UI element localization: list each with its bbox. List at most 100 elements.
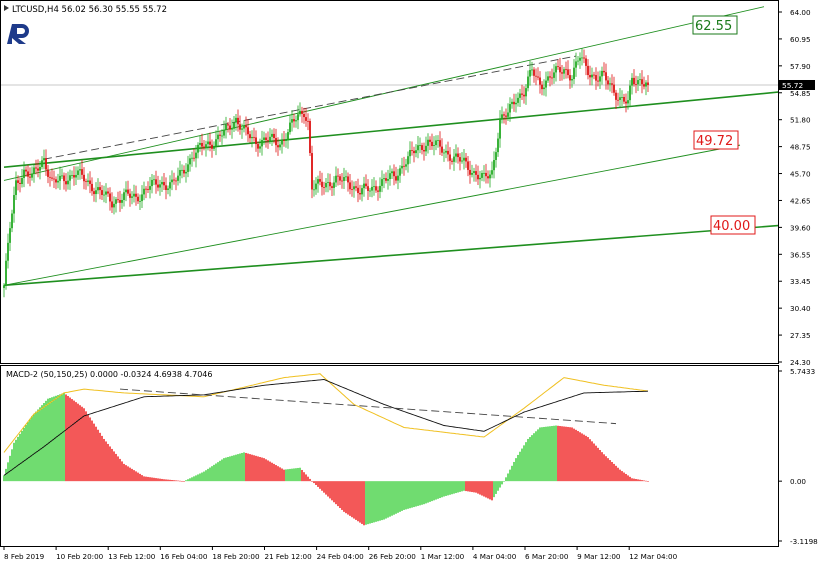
- macd-histogram-bar: [287, 469, 289, 482]
- macd-histogram-bar: [391, 481, 393, 516]
- macd-histogram-bar: [509, 469, 511, 482]
- candle-body: [129, 193, 131, 198]
- candle-body: [123, 192, 125, 200]
- candle-body: [645, 82, 647, 87]
- candle-body: [449, 154, 451, 161]
- macd-histogram-bar: [429, 481, 431, 502]
- macd-main-line: [3, 379, 649, 476]
- candle-body: [93, 191, 95, 195]
- macd-histogram-bar: [47, 398, 49, 482]
- candle-body: [261, 139, 263, 147]
- macd-histogram-bar: [95, 426, 97, 482]
- macd-histogram-bar: [275, 465, 277, 482]
- candle-body: [335, 175, 337, 183]
- candle-body: [541, 84, 543, 90]
- macd-histogram-bar: [295, 468, 297, 482]
- candle-body: [337, 175, 339, 177]
- candle-body: [41, 160, 43, 167]
- macd-histogram-bar: [389, 481, 391, 517]
- candle-body: [521, 93, 523, 95]
- macd-histogram-bar: [581, 433, 583, 482]
- candle-body: [65, 181, 67, 185]
- x-tick-label: 1 Mar 12:00: [421, 552, 465, 561]
- candle-body: [241, 128, 243, 130]
- symbol-info: LTCUSD,H4 56.02 56.30 55.55 55.72: [12, 5, 167, 15]
- macd-histogram-bar: [265, 459, 267, 482]
- candle-body: [493, 159, 495, 171]
- candle-body: [505, 115, 507, 117]
- candle-body: [385, 178, 387, 181]
- candle-body: [349, 182, 351, 190]
- macd-y-tick-label: -3.1198: [790, 537, 818, 546]
- macd-histogram-bar: [409, 481, 411, 509]
- macd-histogram-bar: [89, 417, 91, 482]
- macd-histogram-bar: [515, 458, 517, 482]
- macd-histogram-bar: [339, 481, 341, 509]
- macd-histogram-bar: [193, 476, 195, 482]
- candle-body: [557, 66, 559, 68]
- price-level-box: [693, 130, 739, 150]
- macd-histogram-bar: [385, 481, 387, 519]
- candle-body: [191, 157, 193, 159]
- candle-body: [61, 175, 63, 177]
- symbol-arrow-icon[interactable]: [4, 5, 9, 11]
- candle-body: [165, 185, 167, 190]
- macd-histogram-bar: [321, 481, 323, 491]
- candle-body: [435, 140, 437, 146]
- candle-body: [403, 165, 405, 167]
- macd-histogram-bar: [145, 476, 147, 482]
- macd-histogram-bar: [569, 427, 571, 482]
- macd-histogram-bar: [241, 452, 243, 482]
- candle-body: [113, 203, 115, 208]
- y-tick-label: 54.85: [790, 89, 811, 98]
- candle-body: [137, 196, 139, 202]
- macd-histogram-bar: [531, 435, 533, 482]
- candle-body: [269, 136, 271, 141]
- candle-body: [17, 180, 19, 183]
- macd-histogram-bar: [605, 456, 607, 482]
- macd-histogram-bar: [575, 429, 577, 482]
- macd-histogram-bar: [117, 456, 119, 482]
- candle-body: [107, 191, 109, 194]
- candle-body: [595, 75, 597, 81]
- macd-histogram-bar: [261, 457, 263, 482]
- candle-body: [565, 69, 567, 71]
- macd-histogram-bar: [513, 461, 515, 482]
- candle-body: [159, 184, 161, 188]
- macd-histogram-bar: [13, 442, 15, 482]
- candle-body: [635, 84, 637, 85]
- candle-body: [43, 158, 45, 161]
- candle-body: [319, 179, 321, 182]
- candle-body: [215, 139, 217, 147]
- x-tick-label: 6 Mar 20:00: [525, 552, 569, 561]
- macd-histogram-bar: [23, 427, 25, 482]
- candle-body: [447, 150, 449, 155]
- x-tick-label: 13 Feb 12:00: [108, 552, 156, 561]
- macd-histogram-bar: [535, 431, 537, 482]
- price-level-label: 62.55: [695, 19, 732, 34]
- candle-body: [291, 119, 293, 123]
- macd-histogram-bar: [255, 455, 257, 482]
- candle-body: [131, 196, 133, 198]
- candle-body: [141, 194, 143, 202]
- candle-body: [615, 92, 617, 100]
- candle-body: [95, 190, 97, 195]
- candle-body: [617, 99, 619, 101]
- macd-histogram-bar: [459, 481, 461, 492]
- macd-histogram-bar: [351, 481, 353, 518]
- candle-body: [325, 182, 327, 188]
- candle-body: [531, 69, 533, 71]
- candle-body: [503, 114, 505, 116]
- macd-histogram-bar: [449, 481, 451, 495]
- macd-histogram-bar: [221, 459, 223, 482]
- x-tick-label: 18 Feb 20:00: [212, 552, 260, 561]
- candle-body: [25, 169, 27, 172]
- candle-body: [303, 113, 305, 118]
- candle-body: [203, 146, 205, 148]
- candle-body: [317, 179, 319, 184]
- macd-histogram-bar: [403, 481, 405, 510]
- macd-histogram-bar: [587, 437, 589, 482]
- candle-body: [647, 82, 649, 85]
- candle-body: [467, 161, 469, 170]
- candle-body: [627, 100, 629, 104]
